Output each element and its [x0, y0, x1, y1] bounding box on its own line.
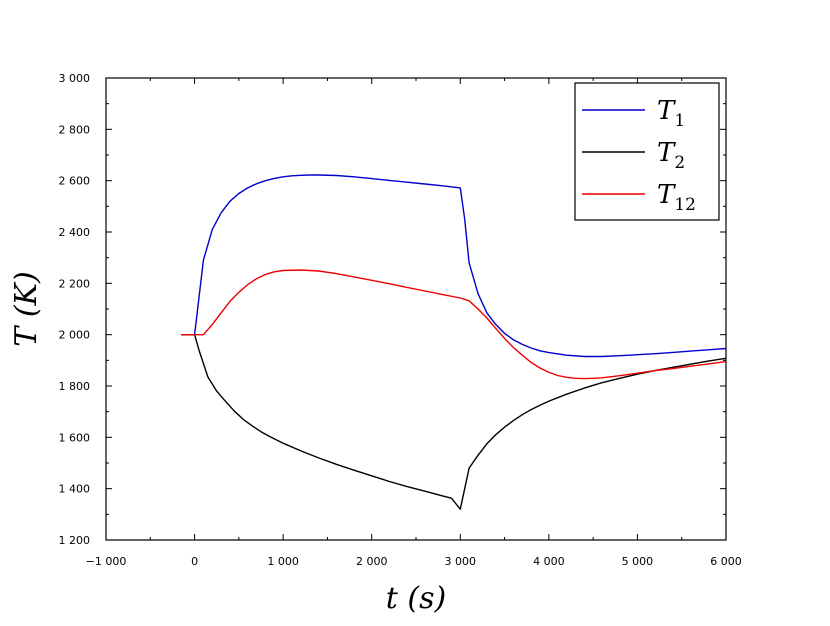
x-tick-label: 5 000 — [622, 555, 654, 568]
x-axis: −1 000 0 1 000 2 000 3 000 4 000 5 000 6 000 — [86, 78, 742, 568]
x-tick-label: 3 000 — [445, 555, 477, 568]
x-axis-label: t (s) — [386, 581, 446, 616]
x-tick-label: −1 000 — [86, 555, 127, 568]
legend-items: T1 T2 T12 — [582, 96, 696, 215]
x-tick-label: 4 000 — [533, 555, 565, 568]
y-tick-label: 3 000 — [59, 72, 91, 85]
y-tick-label: 1 200 — [59, 534, 91, 547]
y-tick-label: 2 800 — [59, 123, 91, 136]
series-layer — [181, 174, 727, 510]
y-tick-label: 1 800 — [59, 380, 91, 393]
series-line-t12 — [181, 269, 727, 380]
x-tick-label: 1 000 — [267, 555, 299, 568]
y-tick-label: 2 200 — [59, 277, 91, 290]
y-tick-label: 2 400 — [59, 226, 91, 239]
y-tick-label: 2 600 — [59, 175, 91, 188]
legend: T1 T2 T12 — [574, 82, 720, 221]
x-tick-label: 6 000 — [710, 555, 742, 568]
y-tick-label: 2 000 — [59, 329, 91, 342]
x-tick-label: 2 000 — [356, 555, 388, 568]
legend-label-t2: T2 — [657, 138, 685, 173]
legend-label-t1: T1 — [657, 96, 685, 131]
y-tick-label: 1 400 — [59, 483, 91, 496]
y-axis-label: T (K) — [9, 271, 44, 346]
y-tick-label: 1 600 — [59, 431, 91, 444]
x-tick-label: 0 — [191, 555, 198, 568]
y-axis: 1 200 1 400 1 600 1 800 2 000 2 200 2 400 2 600… — [59, 72, 726, 547]
legend-label-t12: T12 — [657, 180, 696, 215]
series-line-t2 — [181, 334, 727, 510]
series-line-t1 — [181, 174, 727, 358]
